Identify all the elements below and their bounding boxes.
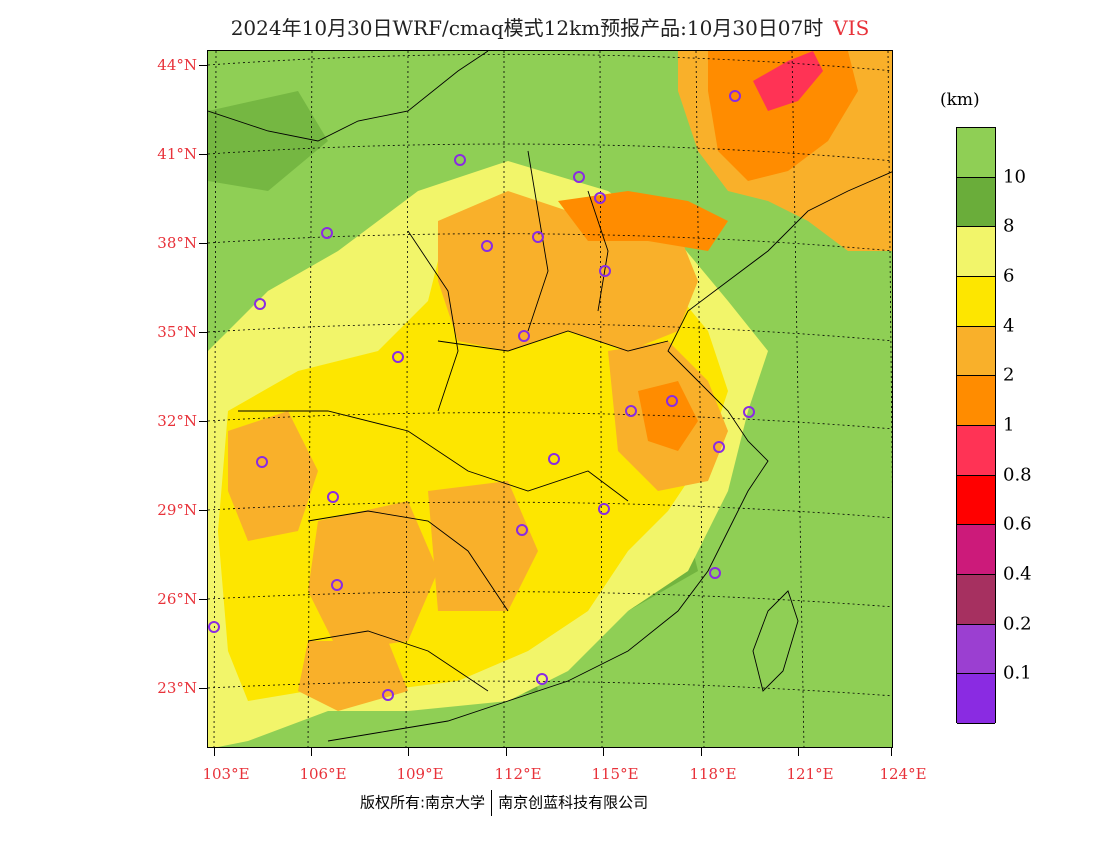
legend-label: 1 bbox=[1003, 414, 1015, 436]
lon-label-106: 106°E bbox=[299, 765, 347, 783]
title-text: 2024年10月30日WRF/cmaq模式12km预报产品:10月30日07时 bbox=[230, 16, 824, 40]
map-panel bbox=[207, 50, 893, 748]
legend-swatch bbox=[957, 376, 995, 426]
legend-label: 0.8 bbox=[1003, 464, 1032, 486]
lat-tick bbox=[199, 421, 207, 422]
lon-label-103: 103°E bbox=[202, 765, 250, 783]
legend-label: 2 bbox=[1003, 364, 1015, 386]
lon-tick bbox=[701, 748, 702, 756]
footer-divider bbox=[491, 790, 493, 816]
legend-label: 0.6 bbox=[1003, 513, 1032, 535]
visibility-map bbox=[208, 51, 892, 747]
lat-tick bbox=[199, 243, 207, 244]
lon-label-109: 109°E bbox=[396, 765, 444, 783]
lon-label-124: 124°E bbox=[879, 765, 927, 783]
lat-label-38: 38°N bbox=[157, 234, 197, 252]
color-legend bbox=[956, 127, 996, 724]
lat-tick bbox=[199, 599, 207, 600]
lon-tick bbox=[506, 748, 507, 756]
legend-swatch bbox=[957, 525, 995, 575]
lat-label-23: 23°N bbox=[157, 679, 197, 697]
legend-swatch bbox=[957, 674, 995, 724]
copyright-footer: 版权所有:南京大学 南京创蓝科技有限公司 bbox=[360, 790, 648, 816]
lat-tick bbox=[199, 154, 207, 155]
legend-swatch bbox=[957, 128, 995, 178]
legend-swatch bbox=[957, 326, 995, 377]
lon-tick bbox=[798, 748, 799, 756]
legend-swatch bbox=[957, 575, 995, 625]
map-title: 2024年10月30日WRF/cmaq模式12km预报产品:10月30日07时 V… bbox=[0, 12, 1100, 41]
lat-label-32: 32°N bbox=[157, 412, 197, 430]
legend-swatch bbox=[957, 227, 995, 277]
lon-tick bbox=[311, 748, 312, 756]
lat-label-41: 41°N bbox=[157, 145, 197, 163]
lat-label-29: 29°N bbox=[157, 501, 197, 519]
legend-swatch bbox=[957, 277, 995, 327]
legend-unit: (km) bbox=[940, 90, 980, 110]
legend-label: 4 bbox=[1003, 315, 1015, 337]
lat-tick bbox=[199, 65, 207, 66]
lon-label-121: 121°E bbox=[786, 765, 834, 783]
copyright-right: 南京创蓝科技有限公司 bbox=[498, 793, 649, 812]
lon-tick bbox=[891, 748, 892, 756]
legend-label: 0.1 bbox=[1003, 662, 1032, 684]
lon-label-112: 112°E bbox=[494, 765, 542, 783]
lat-tick bbox=[199, 332, 207, 333]
lon-label-118: 118°E bbox=[689, 765, 737, 783]
legend-label: 6 bbox=[1003, 265, 1015, 287]
lat-tick bbox=[199, 510, 207, 511]
lat-label-35: 35°N bbox=[157, 323, 197, 341]
lon-tick bbox=[408, 748, 409, 756]
legend-swatch bbox=[957, 624, 995, 675]
lon-tick bbox=[603, 748, 604, 756]
legend-label: 0.4 bbox=[1003, 563, 1032, 585]
variable-label: VIS bbox=[833, 16, 870, 40]
lat-label-44: 44°N bbox=[157, 56, 197, 74]
legend-swatch bbox=[957, 426, 995, 476]
legend-swatch bbox=[957, 177, 995, 228]
lat-label-26: 26°N bbox=[157, 590, 197, 608]
legend-label: 0.2 bbox=[1003, 613, 1032, 635]
lat-tick bbox=[199, 688, 207, 689]
legend-label: 8 bbox=[1003, 215, 1015, 237]
legend-label: 10 bbox=[1003, 166, 1026, 188]
legend-swatch bbox=[957, 475, 995, 526]
lon-tick bbox=[214, 748, 215, 756]
copyright-left: 版权所有:南京大学 bbox=[360, 793, 486, 812]
lon-label-115: 115°E bbox=[591, 765, 639, 783]
